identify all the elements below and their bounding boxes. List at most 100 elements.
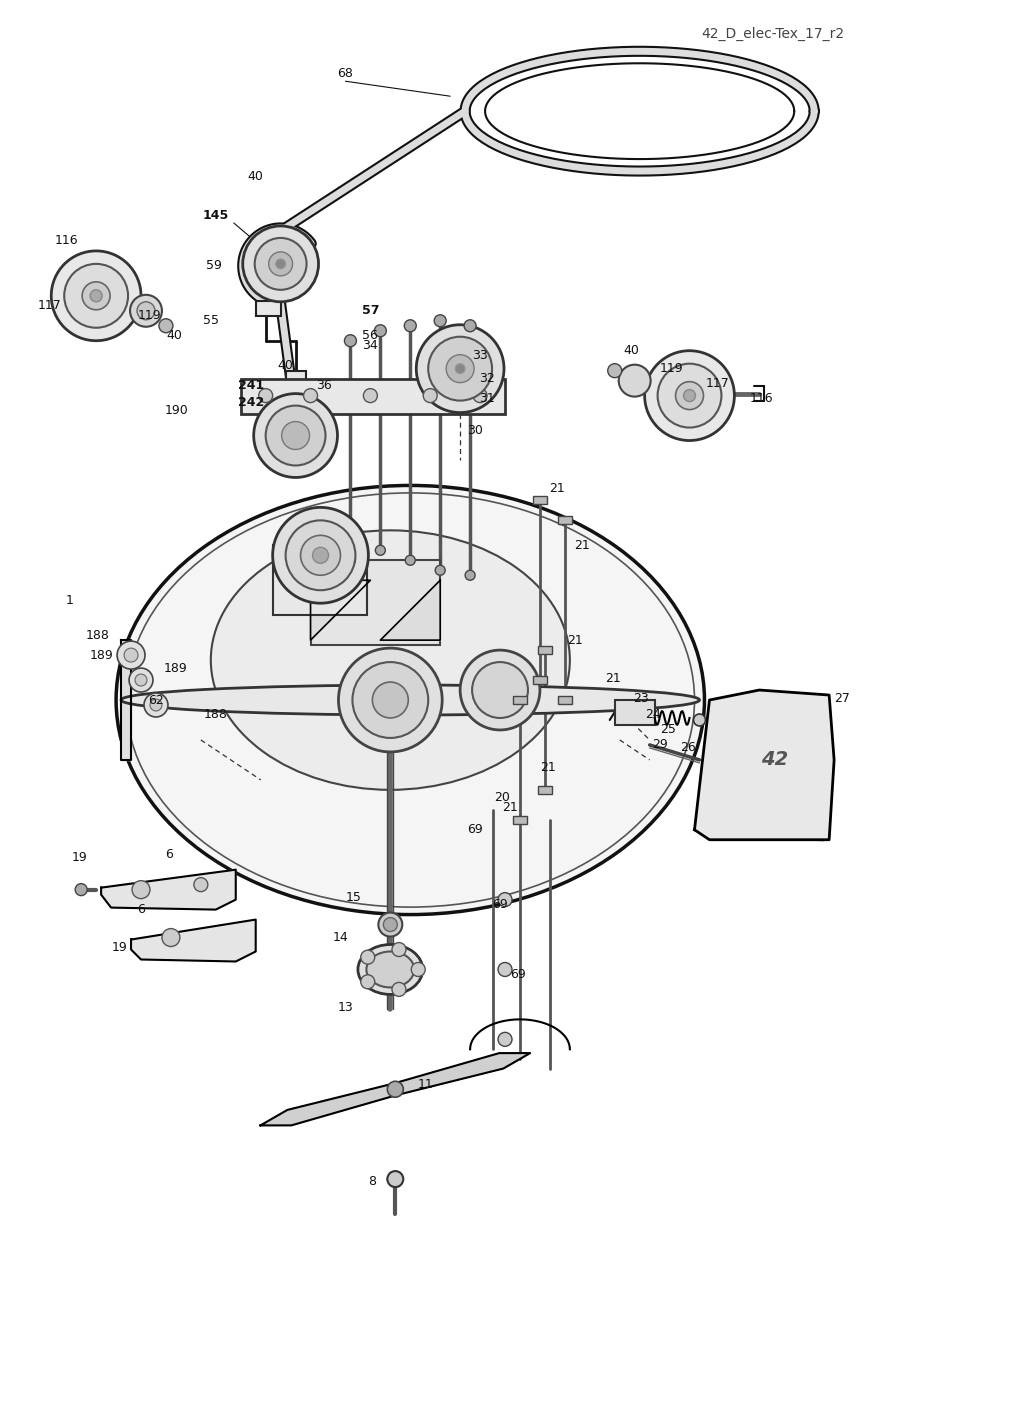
Circle shape — [286, 521, 355, 590]
Circle shape — [339, 648, 442, 752]
Bar — [558, 696, 571, 704]
Ellipse shape — [367, 951, 415, 988]
Text: 119: 119 — [659, 363, 683, 375]
Text: 34: 34 — [362, 339, 378, 353]
Text: 42: 42 — [761, 751, 787, 769]
Circle shape — [65, 264, 128, 327]
Text: 19: 19 — [112, 941, 127, 954]
Circle shape — [364, 388, 378, 402]
Circle shape — [162, 928, 180, 947]
Text: 32: 32 — [479, 373, 495, 385]
Circle shape — [498, 1033, 512, 1047]
Text: 62: 62 — [148, 694, 164, 707]
Circle shape — [360, 950, 375, 964]
Text: 57: 57 — [361, 305, 379, 317]
Circle shape — [135, 674, 147, 686]
Text: 69: 69 — [493, 899, 508, 912]
Text: 40: 40 — [278, 360, 294, 373]
Circle shape — [124, 648, 138, 662]
Circle shape — [392, 943, 406, 957]
Circle shape — [455, 364, 465, 374]
Circle shape — [618, 364, 650, 396]
Text: 21: 21 — [502, 801, 518, 814]
Circle shape — [378, 913, 402, 937]
Circle shape — [498, 893, 512, 907]
Bar — [513, 696, 527, 704]
Text: 189: 189 — [89, 649, 113, 662]
Circle shape — [344, 334, 356, 347]
Circle shape — [301, 535, 340, 576]
Polygon shape — [121, 641, 131, 761]
Circle shape — [303, 388, 317, 402]
Circle shape — [473, 388, 487, 402]
Circle shape — [693, 714, 706, 727]
Circle shape — [275, 258, 286, 270]
Text: 20: 20 — [495, 792, 510, 804]
Polygon shape — [694, 690, 835, 840]
Circle shape — [376, 545, 385, 556]
Text: 26: 26 — [680, 741, 695, 755]
Circle shape — [282, 422, 309, 450]
Circle shape — [243, 226, 318, 302]
Polygon shape — [101, 869, 236, 910]
Circle shape — [159, 319, 173, 333]
Bar — [538, 646, 552, 655]
Circle shape — [255, 238, 306, 289]
Polygon shape — [131, 920, 256, 961]
Circle shape — [446, 354, 474, 382]
Circle shape — [464, 320, 476, 332]
Text: 19: 19 — [72, 851, 87, 864]
Text: 68: 68 — [338, 66, 353, 80]
Circle shape — [144, 693, 168, 717]
Circle shape — [375, 325, 386, 337]
Bar — [532, 676, 547, 684]
Bar — [272, 545, 368, 615]
Text: 23: 23 — [633, 691, 648, 704]
Polygon shape — [260, 1053, 530, 1126]
Text: 14: 14 — [333, 931, 348, 944]
Text: 40: 40 — [248, 169, 263, 182]
Text: 6: 6 — [165, 848, 173, 861]
Text: 15: 15 — [345, 892, 361, 904]
Text: 21: 21 — [567, 634, 583, 646]
Circle shape — [75, 883, 87, 896]
Ellipse shape — [211, 531, 569, 790]
Circle shape — [387, 1171, 403, 1187]
Text: 21: 21 — [573, 539, 590, 552]
Text: 42_D_elec-Tex_17_r2: 42_D_elec-Tex_17_r2 — [700, 27, 844, 41]
Text: 190: 190 — [165, 404, 188, 418]
Circle shape — [265, 405, 326, 466]
Circle shape — [676, 381, 703, 409]
Text: 6: 6 — [137, 903, 145, 916]
Text: 29: 29 — [651, 738, 668, 752]
Circle shape — [412, 962, 425, 976]
Text: 188: 188 — [204, 708, 227, 721]
Circle shape — [428, 337, 493, 401]
Text: 145: 145 — [203, 209, 229, 223]
Bar — [286, 371, 305, 385]
Text: 56: 56 — [362, 329, 378, 343]
Text: 55: 55 — [203, 315, 219, 327]
Circle shape — [150, 698, 162, 711]
Text: 25: 25 — [659, 724, 676, 737]
Circle shape — [406, 556, 416, 566]
Text: 13: 13 — [338, 1000, 353, 1015]
Circle shape — [312, 547, 329, 563]
Bar — [614, 700, 654, 725]
Circle shape — [268, 253, 293, 275]
Circle shape — [272, 508, 369, 602]
Ellipse shape — [126, 492, 694, 907]
Text: 27: 27 — [835, 691, 850, 704]
Circle shape — [51, 251, 141, 340]
Circle shape — [607, 364, 622, 378]
Text: 21: 21 — [549, 483, 565, 495]
Circle shape — [117, 641, 145, 669]
Circle shape — [472, 662, 528, 718]
Circle shape — [130, 295, 162, 327]
Text: 189: 189 — [164, 662, 187, 674]
Text: 40: 40 — [166, 329, 182, 343]
Text: 188: 188 — [85, 629, 110, 642]
Text: 33: 33 — [472, 349, 488, 363]
Circle shape — [460, 650, 540, 729]
Ellipse shape — [116, 485, 705, 914]
